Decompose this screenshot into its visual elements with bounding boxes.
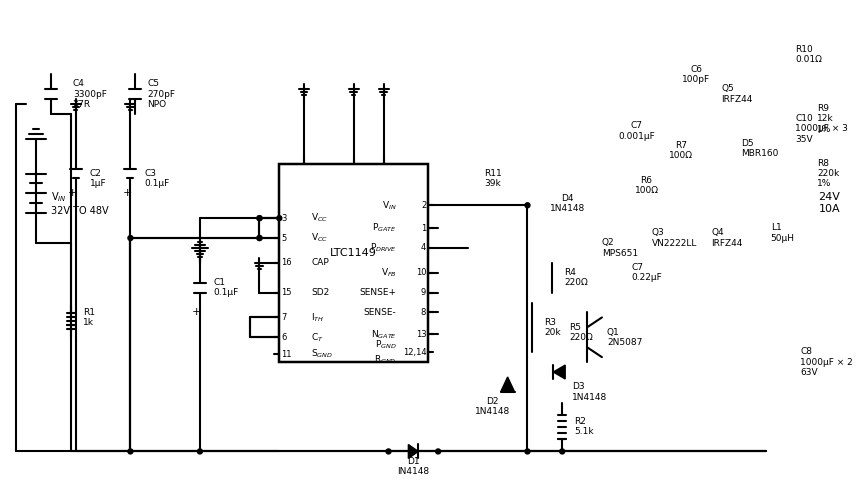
Text: 24V
10A: 24V 10A xyxy=(818,193,840,214)
Text: 12,14: 12,14 xyxy=(403,348,426,356)
Text: C3
0.1μF: C3 0.1μF xyxy=(145,169,170,188)
Text: V$_{IN}$
32V TO 48V: V$_{IN}$ 32V TO 48V xyxy=(51,191,108,216)
Circle shape xyxy=(257,236,262,241)
Text: 10: 10 xyxy=(416,268,426,277)
Circle shape xyxy=(128,449,132,454)
Circle shape xyxy=(257,236,262,241)
Text: SENSE+: SENSE+ xyxy=(359,288,397,297)
Text: R6
100Ω: R6 100Ω xyxy=(635,176,658,195)
Text: V$_{CC}$: V$_{CC}$ xyxy=(311,232,328,244)
Text: +: + xyxy=(68,188,78,199)
Text: P$_{GND}$
R$_{GND}$: P$_{GND}$ R$_{GND}$ xyxy=(374,339,397,366)
Text: R10
0.01Ω: R10 0.01Ω xyxy=(796,45,823,64)
Text: 1: 1 xyxy=(421,224,426,233)
Text: 7: 7 xyxy=(281,313,287,322)
Text: CAP: CAP xyxy=(311,258,329,268)
Text: 3: 3 xyxy=(281,213,287,223)
Text: LTC1149: LTC1149 xyxy=(330,248,378,258)
Circle shape xyxy=(525,449,530,454)
Circle shape xyxy=(128,236,132,241)
Text: N$_{GATE}$: N$_{GATE}$ xyxy=(371,328,397,341)
Text: R3
20k: R3 20k xyxy=(545,318,561,337)
Text: Q1
2N5087: Q1 2N5087 xyxy=(607,327,643,347)
Text: P$_{GATE}$: P$_{GATE}$ xyxy=(372,222,397,234)
Text: C5
270pF
NPO: C5 270pF NPO xyxy=(147,79,175,109)
Text: R7
100Ω: R7 100Ω xyxy=(669,141,694,160)
Text: R11
39k: R11 39k xyxy=(484,169,501,188)
Polygon shape xyxy=(501,377,514,392)
Circle shape xyxy=(559,449,565,454)
Text: V$_{IN}$: V$_{IN}$ xyxy=(382,199,397,212)
Text: V$_{CC}$: V$_{CC}$ xyxy=(311,212,328,225)
Text: Q5
IRFZ44: Q5 IRFZ44 xyxy=(721,85,753,104)
Circle shape xyxy=(525,203,530,208)
Text: I$_{TH}$: I$_{TH}$ xyxy=(311,311,324,324)
Circle shape xyxy=(436,449,441,454)
Text: Q2
MPS651: Q2 MPS651 xyxy=(602,238,638,257)
FancyBboxPatch shape xyxy=(280,164,428,362)
Text: 2: 2 xyxy=(421,201,426,210)
Text: Q4
IRFZ44: Q4 IRFZ44 xyxy=(711,228,742,248)
Text: 15: 15 xyxy=(281,288,292,297)
Circle shape xyxy=(277,216,281,221)
Polygon shape xyxy=(409,444,418,458)
Circle shape xyxy=(257,216,262,221)
Text: R2
5.1k: R2 5.1k xyxy=(574,417,594,436)
Text: C6
100pF: C6 100pF xyxy=(682,65,710,84)
Text: L1
50μH: L1 50μH xyxy=(771,223,795,243)
Text: R5
220Ω: R5 220Ω xyxy=(569,323,593,342)
Text: 9: 9 xyxy=(421,288,426,297)
Text: SD2: SD2 xyxy=(311,288,329,297)
Text: SENSE-: SENSE- xyxy=(364,308,397,317)
Text: 13: 13 xyxy=(416,330,426,339)
Circle shape xyxy=(197,449,203,454)
Circle shape xyxy=(257,216,262,221)
Text: Q3
VN2222LL: Q3 VN2222LL xyxy=(651,228,697,248)
Text: C10
1000μF × 3
35V: C10 1000μF × 3 35V xyxy=(796,114,849,144)
Text: 6: 6 xyxy=(281,333,287,342)
Circle shape xyxy=(386,449,391,454)
Text: D1
IN4148: D1 IN4148 xyxy=(397,456,430,476)
Text: 11: 11 xyxy=(281,350,292,359)
Text: R8
220k
1%: R8 220k 1% xyxy=(818,158,839,188)
Text: C7
0.001μF: C7 0.001μF xyxy=(618,121,655,141)
Text: C7
0.22μF: C7 0.22μF xyxy=(631,263,662,283)
Text: 5: 5 xyxy=(281,233,287,242)
Text: D4
1N4148: D4 1N4148 xyxy=(550,194,585,213)
Text: C1
0.1μF: C1 0.1μF xyxy=(214,278,239,298)
Text: D5
MBR160: D5 MBR160 xyxy=(741,139,779,158)
Text: C8
1000μF × 2
63V: C8 1000μF × 2 63V xyxy=(800,347,853,377)
Polygon shape xyxy=(553,365,565,379)
Text: V$_{FB}$: V$_{FB}$ xyxy=(380,267,397,279)
Text: D3
1N4148: D3 1N4148 xyxy=(572,382,607,401)
Text: 8: 8 xyxy=(421,308,426,317)
Text: C2
1μF: C2 1μF xyxy=(90,169,107,188)
Text: +: + xyxy=(123,188,132,199)
Text: R1
1k: R1 1k xyxy=(83,308,94,327)
Text: C$_T$: C$_T$ xyxy=(311,331,324,343)
Text: R4
220Ω: R4 220Ω xyxy=(565,268,588,287)
Text: 16: 16 xyxy=(281,258,292,268)
Text: S$_{GND}$: S$_{GND}$ xyxy=(311,348,333,360)
Text: 4: 4 xyxy=(421,243,426,253)
Text: R9
12k
1%: R9 12k 1% xyxy=(818,104,834,134)
Text: D2
1N4148: D2 1N4148 xyxy=(475,397,510,416)
Text: P$_{DRIVE}$: P$_{DRIVE}$ xyxy=(370,242,397,254)
Text: C4
3300pF
X7R: C4 3300pF X7R xyxy=(73,79,107,109)
Text: +: + xyxy=(192,308,202,317)
